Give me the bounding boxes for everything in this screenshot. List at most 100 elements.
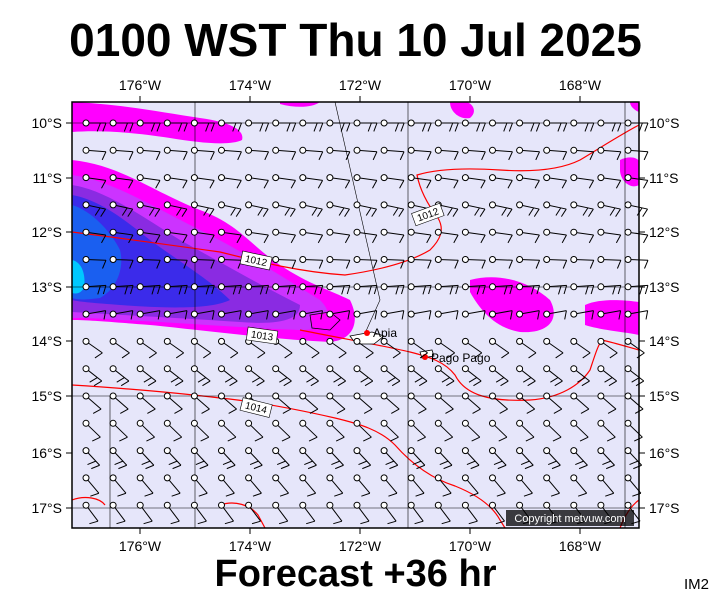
wind-station-dot [516, 228, 524, 236]
wind-station-dot [434, 283, 442, 291]
svg-text:1014: 1014 [244, 400, 269, 416]
wind-station-dot [190, 228, 198, 236]
wind-station-dot [597, 228, 605, 236]
wind-barb-feather [318, 260, 324, 269]
wind-station-dot [136, 283, 144, 291]
wind-barb-feather [198, 492, 208, 497]
wind-station-dot [299, 201, 307, 209]
wind-station-dot [190, 310, 198, 318]
wind-station-dot [624, 310, 632, 318]
wind-station-dot [461, 119, 469, 127]
wind-barb-feather [508, 260, 513, 269]
wind-barb-feather [363, 408, 373, 414]
wind-station-dot [489, 337, 496, 345]
wind-barb-feather [208, 208, 215, 217]
wind-station-dot [407, 419, 415, 427]
wind-station-dot [543, 474, 551, 482]
samoa-islands [309, 311, 435, 360]
wind-barb-feather [320, 310, 323, 320]
lat-label: 13°S [31, 279, 62, 295]
wind-station-dot [516, 392, 524, 400]
wind-barb-feather [279, 492, 289, 497]
wind-station-dot [489, 256, 496, 263]
wind-barb-feather [121, 352, 130, 359]
wind-barb-feather [455, 285, 459, 295]
wind-barb-feather [439, 460, 449, 465]
wind-barb-feather [498, 436, 508, 442]
wind-station-dot [353, 283, 361, 291]
wind-barb-feather [480, 180, 486, 189]
wind-barb-feather [280, 464, 290, 470]
wind-barb-feather [146, 436, 155, 442]
wind-barb-feather [127, 208, 134, 217]
wind-barb-feather [527, 380, 536, 387]
wind-barb-feather [428, 285, 432, 295]
wind-barb-feather [525, 436, 535, 442]
wind-barb-feather [479, 208, 486, 217]
wind-barb-feather [506, 208, 513, 217]
wind-barb-feather [496, 492, 506, 497]
wind-barb-feather [145, 464, 155, 470]
wind-station-dot [489, 419, 496, 427]
wind-barb-feather [319, 122, 324, 132]
wind-barb-feather [564, 310, 567, 320]
wind-barb-feather [147, 408, 156, 414]
wind-station-dot [516, 419, 524, 427]
wind-barb-feather [398, 208, 405, 217]
wind-station-dot [353, 419, 361, 427]
wind-barb-feather [644, 260, 649, 269]
wind-barb-feather [417, 436, 426, 442]
wind-barb-feather [449, 285, 454, 295]
lat-label: 17°S [649, 500, 680, 516]
wind-station-dot [109, 201, 117, 209]
wind-barb-feather [143, 520, 153, 525]
wind-station-dot [489, 146, 496, 154]
lat-labels-right: 10°S 11°S 12°S 13°S 14°S 15°S 16°S 17°S [649, 115, 680, 516]
wind-barb-feather [419, 352, 428, 359]
wind-barb-feather [428, 310, 432, 320]
wind-barb-feather [509, 285, 513, 295]
wind-station-dot [190, 174, 198, 182]
wind-barb-feather [358, 460, 368, 465]
wind-barb-feather [642, 208, 648, 217]
wind-barb-feather [606, 436, 616, 442]
wind-barb-feather [535, 122, 541, 132]
wind-station-dot [299, 228, 307, 236]
wind-station-dot [136, 228, 144, 236]
wind-barb-feather [629, 460, 639, 465]
lon-label: 172°W [339, 77, 382, 93]
wind-station-dot [380, 419, 388, 427]
wind-station-dot [218, 501, 225, 509]
wind-barb-feather [102, 260, 107, 269]
lat-label: 16°S [649, 445, 680, 461]
wind-station-dot [461, 337, 469, 345]
wind-station-dot [434, 310, 442, 318]
wind-barb-feather [277, 460, 286, 465]
wind-barb-feather [643, 234, 649, 244]
wind-station-dot [353, 392, 361, 400]
wind-station-dot [218, 447, 225, 455]
wind-barb-feather [156, 122, 161, 132]
wind-barb-feather [635, 380, 645, 387]
wind-station-dot [380, 119, 388, 127]
wind-station-dot [82, 474, 90, 482]
wind-barb-feather [495, 520, 505, 525]
wind-barb-feather [195, 460, 205, 465]
wind-barb-feather [93, 380, 103, 387]
wind-barb-feather [481, 122, 486, 132]
wind-station-dot [299, 365, 307, 373]
wind-barb-feather [553, 408, 563, 414]
wind-barb-feather [89, 377, 98, 383]
wind-station-dot [272, 119, 280, 127]
wind-barb-feather [389, 464, 398, 470]
wind-barb-feather [454, 151, 459, 161]
wind-barb-feather [387, 377, 396, 383]
wind-station-dot [136, 310, 144, 318]
wind-station-dot [543, 419, 551, 427]
wind-barb-feather [225, 492, 235, 497]
wind-barb-feather [615, 208, 621, 217]
wind-station-dot [299, 419, 307, 427]
wind-station-dot [624, 365, 632, 373]
wind-barb-feather [608, 380, 617, 387]
wind-barb-feather [418, 408, 427, 414]
